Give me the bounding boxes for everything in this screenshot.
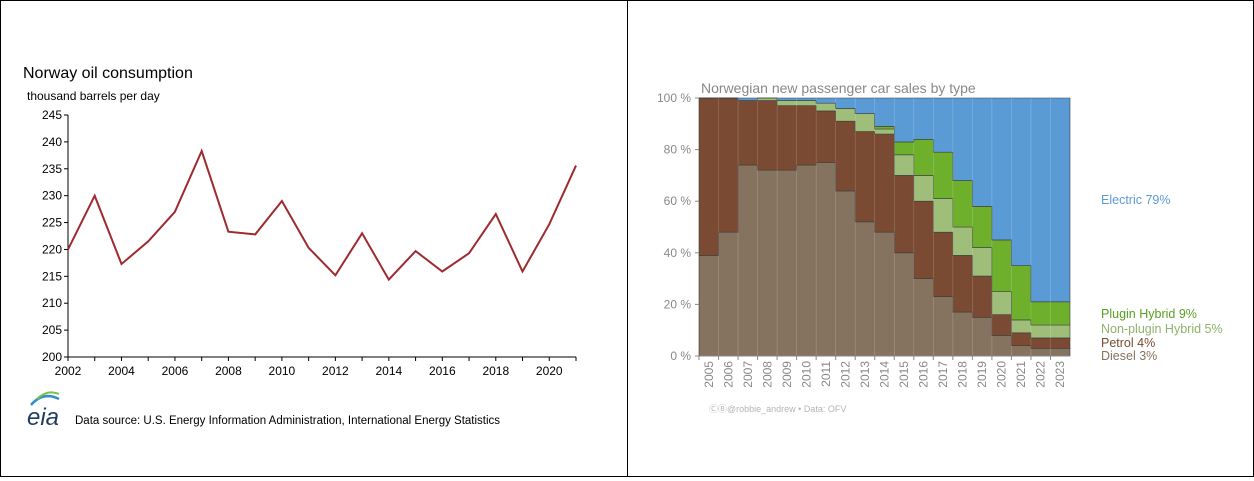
car-x-tick-label: 2015 <box>897 361 911 388</box>
panel-divider <box>627 1 628 476</box>
oil-y-tick-label: 235 <box>42 162 62 176</box>
car-y-tick-label: 0 % <box>670 349 691 363</box>
eia-logo-arc-1 <box>30 394 60 406</box>
car-x-tick-label: 2023 <box>1053 361 1067 388</box>
oil-y-tick-label: 225 <box>42 216 62 230</box>
car-x-tick-label: 2018 <box>956 361 970 388</box>
legend-label-diesel: Diesel 3% <box>1101 349 1157 363</box>
eia-logo: eia <box>27 391 60 431</box>
car-sales-title: Norwegian new passenger car sales by typ… <box>701 80 976 96</box>
oil-chart-ylabel: thousand barrels per day <box>27 89 160 103</box>
car-x-tick-label: 2005 <box>702 361 716 388</box>
oil-x-tick-label: 2004 <box>108 364 135 378</box>
car-sales-chart: Norwegian new passenger car sales by typ… <box>657 80 1223 414</box>
legend-label-electric: Electric 79% <box>1101 193 1170 207</box>
car-x-tick-label: 2007 <box>741 361 755 388</box>
oil-y-tick-label: 210 <box>42 296 62 310</box>
legend-label-petrol: Petrol 4% <box>1101 336 1155 350</box>
eia-logo-arc-2 <box>36 391 60 400</box>
car-x-tick-label: 2013 <box>858 361 872 388</box>
car-x-tick-label: 2009 <box>780 361 794 388</box>
eia-logo-text: eia <box>27 404 59 431</box>
oil-y-tick-label: 200 <box>42 350 62 364</box>
oil-y-tick-label: 220 <box>42 242 62 256</box>
oil-x-tick-label: 2010 <box>269 364 296 378</box>
oil-x-tick-label: 2002 <box>55 364 82 378</box>
area-electric <box>699 97 1071 303</box>
oil-y-tick-label: 230 <box>42 189 62 203</box>
car-y-tick-label: 80 % <box>664 143 692 157</box>
car-x-tick-label: 2017 <box>936 361 950 388</box>
car-x-tick-label: 2022 <box>1034 361 1048 388</box>
oil-x-tick-label: 2008 <box>215 364 242 378</box>
car-x-tick-label: 2014 <box>878 361 892 388</box>
oil-x-tick-label: 2006 <box>162 364 189 378</box>
oil-y-tick-label: 215 <box>42 269 62 283</box>
car-sales-credit: ⒸⒷ@robbie_andrew • Data: OFV <box>709 404 846 414</box>
car-x-tick-label: 2006 <box>721 361 735 388</box>
oil-x-tick-label: 2014 <box>375 364 402 378</box>
car-x-tick-label: 2016 <box>917 361 931 388</box>
oil-consumption-line <box>67 148 577 282</box>
oil-x-tick-label: 2016 <box>429 364 456 378</box>
oil-y-tick-label: 205 <box>42 323 62 337</box>
car-y-tick-label: 20 % <box>664 297 692 311</box>
car-x-tick-label: 2011 <box>819 361 833 387</box>
car-y-tick-label: 60 % <box>664 194 692 208</box>
oil-chart-series <box>67 148 577 282</box>
car-sales-areas <box>698 97 1071 357</box>
oil-chart-title: Norway oil consumption <box>23 65 193 82</box>
legend-label-non-plugin: Non-plugin Hybrid 5% <box>1101 322 1223 336</box>
car-x-tick-label: 2012 <box>838 361 852 388</box>
car-sales-legend: Diesel 3%Petrol 4%Non-plugin Hybrid 5%Pl… <box>1101 193 1223 363</box>
legend-label-plugin: Plugin Hybrid 9% <box>1101 307 1197 321</box>
car-y-tick-label: 40 % <box>664 246 692 260</box>
oil-x-tick-label: 2020 <box>536 364 563 378</box>
car-y-tick-label: 100 % <box>657 91 691 105</box>
oil-chart-source: Data source: U.S. Energy Information Adm… <box>75 415 500 427</box>
car-sales-axes: 0 % 20 % 40 % 60 % 80 % 100 % 2005 2006 2007 2008… <box>657 91 1070 388</box>
car-x-tick-label: 2020 <box>995 361 1009 388</box>
oil-y-tick-label: 240 <box>42 135 62 149</box>
car-x-tick-label: 2008 <box>760 361 774 388</box>
oil-chart-axes: 200 205 210 215 220 225 230 235 240 245 2002 2004 20… <box>42 108 577 378</box>
car-x-tick-label: 2021 <box>1014 361 1028 388</box>
oil-consumption-chart: Norway oil consumption thousand barrels … <box>23 65 577 431</box>
oil-x-tick-label: 2012 <box>322 364 349 378</box>
car-x-tick-label: 2010 <box>799 361 813 388</box>
oil-x-tick-label: 2018 <box>482 364 509 378</box>
car-x-tick-label: 2019 <box>975 361 989 388</box>
oil-y-tick-label: 245 <box>42 108 62 122</box>
